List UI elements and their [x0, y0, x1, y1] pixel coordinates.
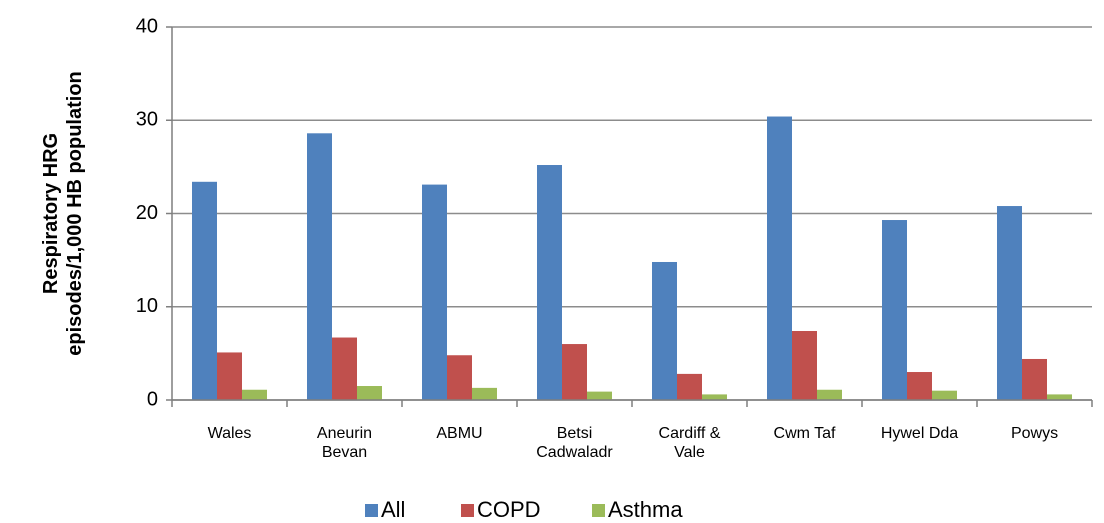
y-tick-label: 0 [147, 388, 158, 410]
y-tick-label: 40 [136, 15, 158, 37]
legend-swatch [365, 504, 378, 517]
x-tick-label: Betsi Cadwaladr [536, 425, 613, 461]
bar [767, 116, 792, 401]
x-tick-label: Hywel Dda [881, 425, 958, 442]
bar [1047, 394, 1072, 400]
legend-swatch [592, 504, 605, 517]
y-axis-label: Respiratory HRG episodes/1,000 HB populat… [40, 71, 86, 356]
x-tick-label: Aneurin Bevan [317, 425, 372, 461]
bar [537, 165, 562, 400]
legend-label: All [381, 497, 405, 522]
legend-label: Asthma [608, 497, 683, 522]
bar [817, 389, 842, 400]
bar [882, 220, 907, 400]
bar [307, 133, 332, 400]
x-tick-label: Wales [208, 425, 252, 442]
y-tick-label: 20 [136, 202, 158, 224]
bar [702, 394, 727, 400]
x-tick-label: ABMU [436, 425, 482, 442]
x-tick-label: Cwm Taf [774, 425, 836, 442]
y-tick-label: 30 [136, 109, 158, 131]
bar [587, 391, 612, 400]
bar [997, 206, 1022, 400]
bar [907, 372, 932, 400]
legend-label: COPD [477, 497, 541, 522]
x-tick-label: Powys [1011, 425, 1058, 442]
bar [1022, 358, 1047, 400]
bar [217, 352, 242, 400]
bar [422, 184, 447, 400]
bar [472, 387, 497, 400]
y-tick-label: 10 [136, 295, 158, 317]
bar [677, 373, 702, 400]
bar [242, 389, 267, 400]
bar [792, 330, 817, 400]
bar [357, 386, 382, 400]
x-tick-label: Cardiff & Vale [659, 425, 721, 461]
bar [332, 337, 357, 400]
bar [652, 261, 677, 400]
bar [562, 344, 587, 400]
bar [932, 390, 957, 400]
bar [192, 181, 217, 400]
legend-swatch [461, 504, 474, 517]
bar [447, 355, 472, 400]
